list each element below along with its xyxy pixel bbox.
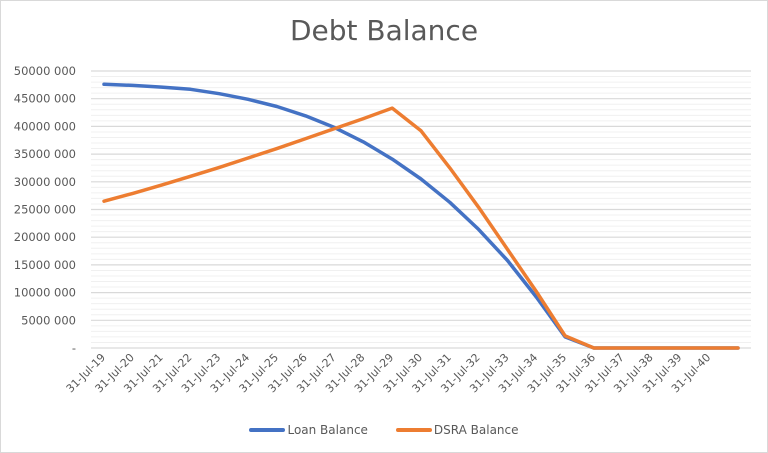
legend-label: DSRA Balance [433,423,519,437]
series-lines [102,82,740,350]
loan-balance-line[interactable] [102,82,740,350]
y-axis: - 5000 000 10000 000 15000 000 20000 000 2500… [14,64,76,355]
legend-item-loan-balance[interactable]: Loan Balance [249,423,368,437]
y-tick-label: 45000 000 [14,92,76,106]
y-tick-label: 25000 000 [14,203,76,217]
y-tick-label: 5000 000 [21,313,76,327]
loan-balance-swatch-icon [249,428,286,432]
y-tick-label: 30000 000 [14,175,76,189]
y-tick-label: 20000 000 [14,230,76,244]
legend-label: Loan Balance [287,423,368,437]
dsra-balance-line[interactable] [102,106,740,350]
x-axis: 31-Jul-1931-Jul-2031-Jul-2131-Jul-2231-J… [64,351,714,395]
chart-title: Debt Balance [289,14,479,47]
dsra-balance-swatch-icon [395,428,432,432]
y-tick-label: 50000 000 [14,64,76,78]
y-tick-label: 35000 000 [14,147,76,161]
y-tick-label: - [72,341,76,355]
legend: Loan Balance DSRA Balance [0,423,768,437]
y-tick-label: 15000 000 [14,258,76,272]
y-tick-label: 40000 000 [14,119,76,133]
gridlines [91,70,751,349]
legend-item-dsra-balance[interactable]: DSRA Balance [395,423,519,437]
y-tick-label: 10000 000 [14,286,76,300]
